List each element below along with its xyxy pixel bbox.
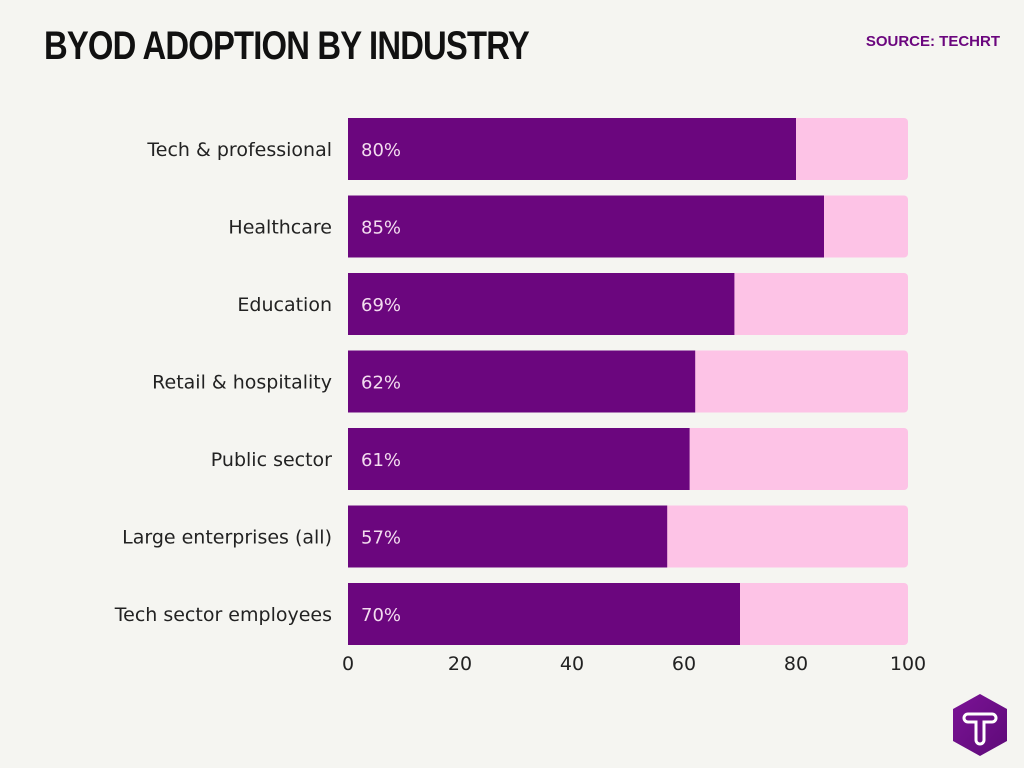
bar <box>348 583 740 645</box>
data-label: 80% <box>361 140 401 161</box>
data-label: 61% <box>361 450 401 471</box>
data-label: 62% <box>361 373 401 394</box>
techrt-logo-icon <box>953 694 1007 756</box>
x-tick-label: 80 <box>784 653 808 675</box>
category-label: Large enterprises (all) <box>122 527 332 549</box>
category-label: Tech sector employees <box>114 604 332 626</box>
data-label: 57% <box>361 528 401 549</box>
bar <box>348 118 796 180</box>
bar <box>348 428 690 490</box>
source-label: SOURCE: TECHRT <box>865 33 1000 50</box>
bar <box>348 350 696 413</box>
category-label: Retail & hospitality <box>152 372 332 394</box>
category-label: Public sector <box>211 449 332 471</box>
data-label: 70% <box>361 605 401 626</box>
x-tick-label: 40 <box>560 653 584 675</box>
category-label: Tech & professional <box>146 139 332 161</box>
x-tick-label: 20 <box>448 653 472 675</box>
category-label: Healthcare <box>228 217 332 239</box>
category-label: Education <box>237 294 332 316</box>
x-tick-label: 0 <box>342 653 354 675</box>
data-label: 85% <box>361 218 401 239</box>
bar <box>348 195 824 258</box>
chart-title: BYOD ADOPTION BY INDUSTRY <box>44 24 530 68</box>
x-tick-label: 60 <box>672 653 696 675</box>
data-label: 69% <box>361 295 401 316</box>
x-tick-label: 100 <box>890 653 926 675</box>
bar <box>348 505 668 568</box>
bar <box>348 273 735 335</box>
